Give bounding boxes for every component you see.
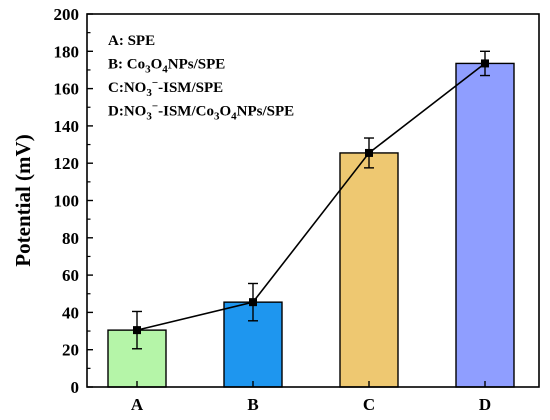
connecting-line-layer bbox=[133, 59, 489, 335]
error-bars-layer bbox=[132, 50, 490, 350]
x-tick-label: B bbox=[247, 395, 258, 414]
series-line bbox=[136, 62, 486, 331]
x-tick-label: A bbox=[131, 395, 144, 414]
y-tick-label: 20 bbox=[62, 341, 79, 360]
y-tick-label: 40 bbox=[62, 303, 79, 322]
legend-item-A: A: SPE bbox=[108, 33, 155, 49]
y-tick-label: 60 bbox=[62, 266, 79, 285]
y-tick-label: 200 bbox=[54, 5, 80, 24]
y-tick-label: 160 bbox=[54, 80, 80, 99]
y-tick-label: 180 bbox=[54, 42, 80, 61]
x-tick-label: D bbox=[479, 395, 491, 414]
y-tick-label: 100 bbox=[54, 192, 80, 211]
point-marker-C bbox=[365, 148, 373, 157]
point-marker-B bbox=[249, 298, 257, 307]
point-marker-D bbox=[481, 59, 489, 68]
y-axis-title: Potential (mV) bbox=[11, 134, 35, 266]
y-tick-label: 80 bbox=[62, 229, 79, 248]
y-tick-label: 120 bbox=[54, 154, 80, 173]
bar-C bbox=[339, 152, 399, 388]
bar-D bbox=[455, 62, 515, 388]
legend: A: SPE B: Co3O4NPs/SPEC:NO3−-ISM/SPED:NO3… bbox=[108, 33, 294, 123]
legend-item-B: B: Co3O4NPs/SPE bbox=[108, 57, 225, 76]
axes-layer: 0 20 40 60 80 100 120 140 160 180 200 A B C D bbox=[54, 5, 492, 414]
y-tick-label: 140 bbox=[54, 117, 80, 136]
legend-item-D: D:NO3−-ISM/Co3O4NPs/SPE bbox=[108, 101, 294, 123]
point-marker-A bbox=[133, 326, 141, 335]
x-tick-label: C bbox=[363, 395, 375, 414]
y-tick-label: 0 bbox=[71, 378, 80, 397]
legend-item-C: C:NO3−-ISM/SPE bbox=[108, 77, 223, 99]
